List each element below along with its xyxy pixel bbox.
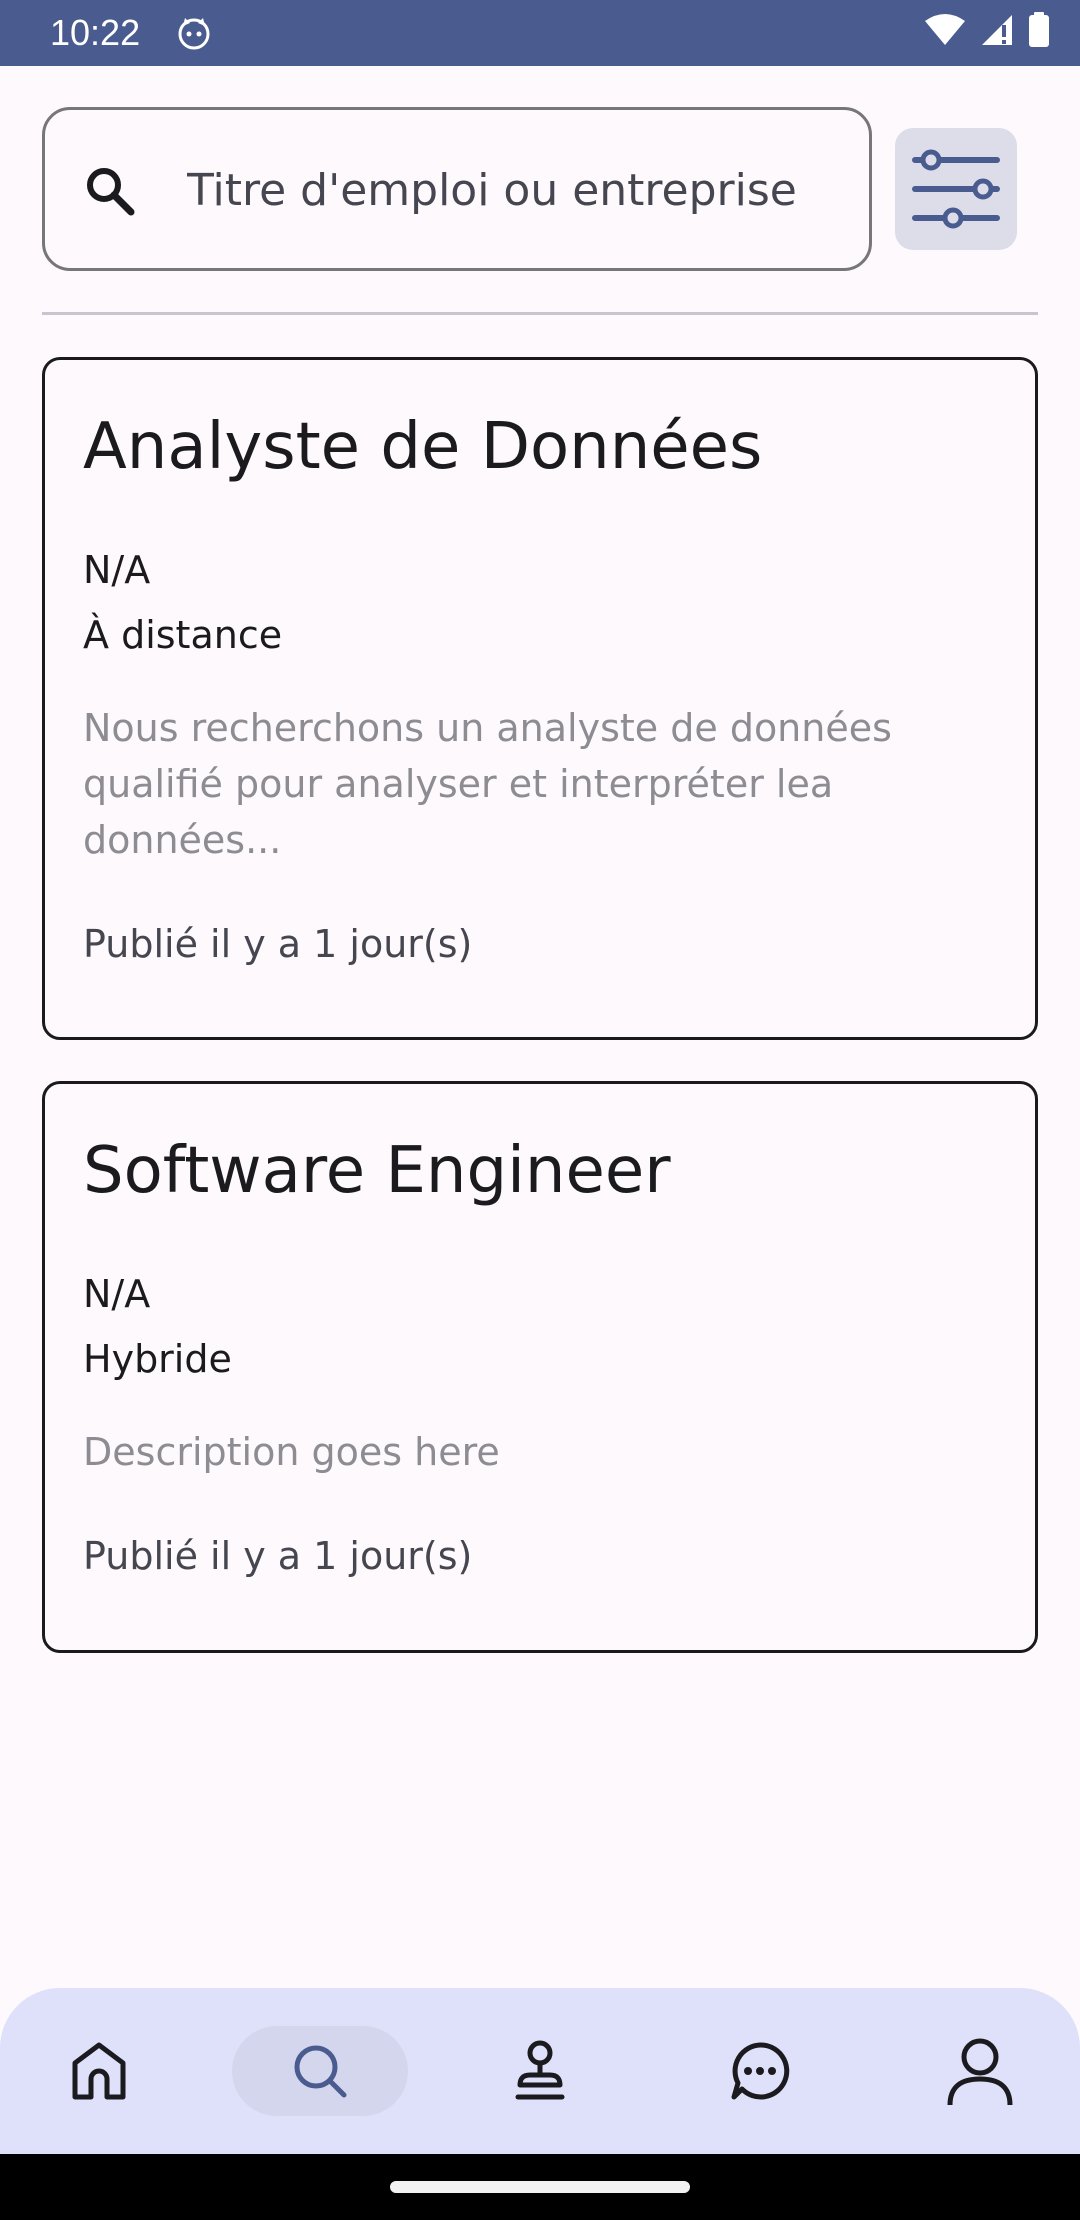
status-time: 10:22 <box>50 12 141 53</box>
divider <box>42 312 1038 315</box>
job-posted-date: Publié il y a 1 jour(s) <box>83 1534 473 1578</box>
job-posted-date: Publié il y a 1 jour(s) <box>83 922 473 966</box>
search-field[interactable] <box>42 107 872 271</box>
job-company: N/A <box>83 548 151 592</box>
notification-cat-icon <box>178 18 210 50</box>
chat-icon <box>731 2042 790 2100</box>
signal-icon <box>982 15 1012 45</box>
nav-profile[interactable] <box>892 2026 1068 2116</box>
job-card[interactable]: Software Engineer N/A Hybride Descriptio… <box>42 1081 1038 1653</box>
nav-applications[interactable] <box>452 2026 628 2116</box>
job-work-type: Hybride <box>83 1337 232 1381</box>
profile-icon <box>947 2038 1013 2106</box>
gesture-navigation-bar <box>0 2154 1080 2220</box>
nav-messages[interactable] <box>672 2026 848 2116</box>
system-icons <box>924 12 1050 48</box>
job-description: Description goes here <box>83 1430 500 1474</box>
wifi-icon <box>925 14 965 45</box>
search-input[interactable] <box>185 150 845 230</box>
job-work-type: À distance <box>83 613 283 657</box>
job-description: Nous recherchons un analyste de données … <box>83 706 892 862</box>
stamp-icon <box>515 2040 565 2100</box>
home-icon <box>72 2042 126 2100</box>
nav-search[interactable] <box>232 2026 408 2116</box>
job-card[interactable]: Analyste de Données N/A À distance Nous … <box>42 357 1038 1040</box>
search-icon <box>87 168 135 216</box>
battery-icon <box>1029 12 1049 47</box>
bottom-navigation <box>0 1988 1080 2154</box>
filter-button[interactable] <box>895 128 1017 250</box>
status-bar: 10:22 <box>0 0 1080 66</box>
job-title: Software Engineer <box>83 1134 671 1208</box>
filter-sliders-icon <box>912 149 1000 229</box>
search-icon <box>294 2045 347 2098</box>
job-company: N/A <box>83 1272 151 1316</box>
nav-home[interactable] <box>11 2026 187 2116</box>
job-title: Analyste de Données <box>83 410 763 484</box>
home-gesture-handle[interactable] <box>390 2181 690 2193</box>
